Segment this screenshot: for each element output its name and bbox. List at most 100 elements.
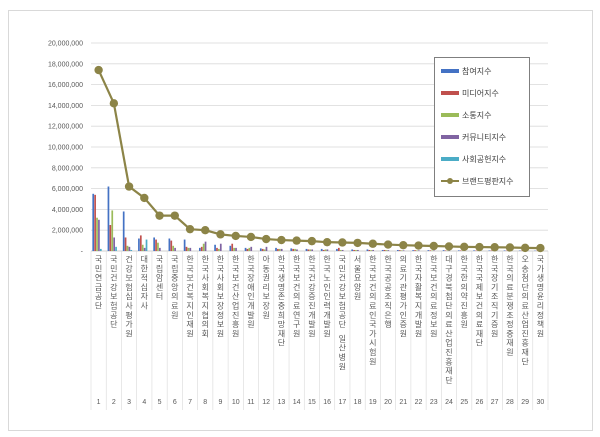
bar	[296, 249, 298, 251]
x-category-label: 쟁	[506, 301, 513, 311]
x-rank-label: 10	[232, 399, 240, 406]
bar	[200, 246, 203, 251]
x-category-label: 지	[415, 302, 422, 311]
x-category-label: 국	[308, 264, 315, 273]
x-category-label: 단	[110, 319, 118, 329]
x-category-label: 국	[156, 255, 163, 264]
x-category-label: 윤	[537, 292, 544, 301]
x-category-label: 인	[323, 291, 330, 301]
bar	[414, 250, 416, 251]
x-category-label: 원	[537, 329, 544, 338]
bar	[339, 249, 342, 251]
x-category-label: 금	[95, 283, 102, 292]
x-category-label: 국	[506, 264, 513, 273]
x-rank-label: 9	[219, 399, 223, 406]
bar	[139, 235, 142, 251]
x-category-label: 료	[400, 264, 407, 273]
x-category-label: 보	[430, 320, 437, 329]
legend-item-participation: 참여지수	[441, 65, 491, 77]
bar	[305, 248, 308, 251]
bar	[417, 250, 420, 251]
bar	[216, 247, 218, 251]
x-category-label: 국	[339, 255, 346, 264]
bar	[294, 248, 296, 251]
x-category-label: 보	[125, 274, 132, 283]
line-marker	[124, 182, 134, 191]
x-category-label: 국	[110, 255, 117, 264]
line-marker	[216, 230, 225, 239]
x-category-label: 민	[110, 263, 117, 273]
legend: 참여지수 미디어지수 소통지수 커뮤니티지수 사회공헌지수 브랜드평판지수	[434, 57, 530, 197]
x-category-label: 원	[171, 311, 178, 320]
line-marker	[201, 226, 210, 235]
x-category-label: 진	[461, 301, 468, 311]
bar	[235, 247, 237, 251]
bar	[159, 247, 161, 251]
x-rank-label: 17	[338, 399, 346, 406]
bar	[372, 249, 374, 251]
line-marker	[231, 231, 240, 241]
x-category-label: 료	[521, 302, 528, 311]
x-category-label: 원	[247, 320, 254, 329]
x-category-label: 원	[491, 329, 498, 338]
bar	[473, 250, 475, 251]
brand-index-line	[94, 65, 545, 253]
line-marker	[444, 242, 454, 251]
x-category-label: 국	[217, 264, 224, 273]
x-category-label: 회	[202, 283, 209, 292]
x-category-label: 서	[354, 255, 361, 264]
x-category-label: 회	[202, 329, 209, 338]
line-marker	[185, 224, 195, 234]
x-category-label: 십	[141, 283, 148, 292]
x-rank-label: 11	[247, 399, 254, 406]
x-category-label: 료	[369, 302, 376, 311]
x-category-label: 노	[323, 274, 330, 283]
x-category-label: 국	[171, 255, 178, 264]
x-category-label: 공	[95, 292, 102, 301]
bar	[400, 250, 403, 251]
x-category-label: 국	[95, 255, 102, 264]
bar	[387, 250, 390, 251]
x-category-label: 가	[537, 264, 545, 273]
bar	[99, 248, 102, 251]
x-category-label: 은	[384, 311, 391, 320]
x-category-label: 력	[323, 301, 330, 311]
bar	[265, 246, 268, 251]
bar	[98, 219, 100, 251]
x-category-label: 권	[262, 273, 269, 283]
bar	[168, 238, 171, 251]
line-marker	[368, 239, 378, 248]
x-category-label: 원	[217, 329, 224, 338]
legend-swatch-icon	[441, 91, 459, 95]
x-category-label: 한	[384, 255, 392, 264]
x-category-label: 원	[232, 329, 239, 338]
x-category-label: 희	[278, 310, 285, 320]
bar	[416, 250, 418, 251]
x-category-label: 인	[323, 282, 330, 292]
x-category-label: 재	[521, 348, 528, 357]
x-category-label: 국	[202, 264, 209, 273]
line-marker	[170, 211, 179, 220]
bar	[431, 250, 433, 251]
x-category-label: 재	[506, 339, 513, 348]
line-marker	[322, 237, 332, 247]
legend-swatch-icon	[441, 113, 459, 117]
x-category-label: 의	[293, 291, 300, 301]
legend-line-marker-icon	[441, 178, 459, 184]
y-tick-label: -	[81, 249, 84, 256]
y-axis: - 2,000,000 4,000,000 6,000,000 8,000,000 10,…	[48, 41, 84, 256]
x-category-label: 터	[156, 292, 163, 301]
x-rank-label: 1	[97, 399, 101, 406]
x-category-label: 국	[430, 264, 437, 273]
x-category-label: 재	[186, 320, 193, 329]
x-category-label: 적	[141, 273, 148, 283]
x-category-label: 명	[278, 282, 285, 292]
line-marker	[261, 234, 271, 244]
x-category-label: 의	[369, 291, 376, 301]
bar	[122, 211, 125, 251]
x-category-label: 대	[445, 255, 452, 264]
x-category-label: 공	[339, 311, 346, 320]
x-category-label: 산	[339, 343, 347, 353]
x-category-label: 진	[232, 310, 239, 320]
x-category-label: 업	[232, 302, 239, 311]
